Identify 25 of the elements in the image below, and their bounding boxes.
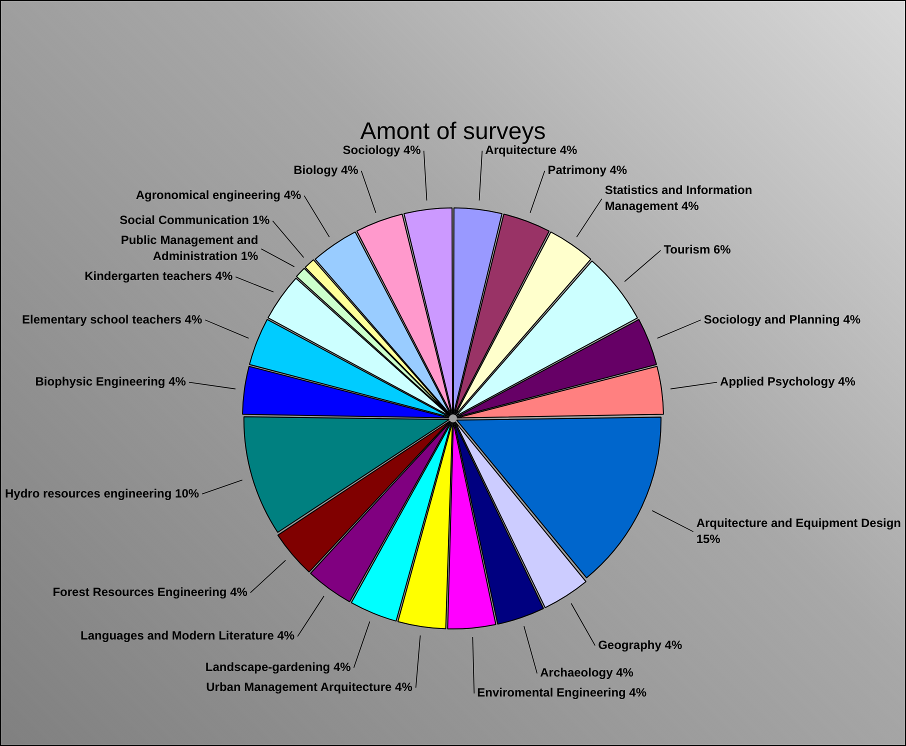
slice-label: Tourism 6%	[664, 242, 732, 257]
slice-label: Kindergarten teachers 4%	[84, 269, 233, 284]
slice-label: Urban Management Arquitecture 4%	[206, 680, 413, 694]
slice-label: Patrimony 4%	[548, 163, 628, 178]
slice-label: Applied Psychology 4%	[720, 374, 856, 389]
slice-label: Agronomical engineering 4%	[136, 188, 302, 202]
slice-label: Languages and Modern Literature 4%	[80, 628, 295, 643]
slice-label: Arquitecture and Equipment Design	[696, 516, 901, 530]
slice-label: Social Communication 1%	[120, 213, 270, 228]
slice-label: Biology 4%	[294, 163, 359, 178]
slice-label: Forest Resources Engineering 4%	[52, 584, 248, 599]
slice-label: Public Management and Administration 1%	[120, 233, 259, 264]
slice-label: Hydro resources engineering 10%	[5, 486, 200, 500]
slice-label: Archaeology 4%	[540, 666, 634, 680]
slice-label: Elementary school teachers 4%	[22, 312, 202, 326]
slice-label: Biophysic Engineering 4%	[35, 374, 186, 389]
slice-label: Landscape-gardening 4%	[205, 660, 352, 674]
slice-label: Sociology 4%	[342, 143, 422, 158]
slice-label: Geography 4%	[598, 638, 682, 652]
data-label: 15%	[696, 532, 721, 546]
slice-label: Sociology and Planning 4%	[704, 312, 861, 326]
chart-title: Amont of surveys	[360, 118, 546, 146]
slice-label: Enviromental Engineering 4%	[477, 686, 647, 700]
slice-label: Arquitecture 4%	[485, 143, 578, 158]
slice-label: Statistics and Information Management 4%	[604, 183, 752, 214]
